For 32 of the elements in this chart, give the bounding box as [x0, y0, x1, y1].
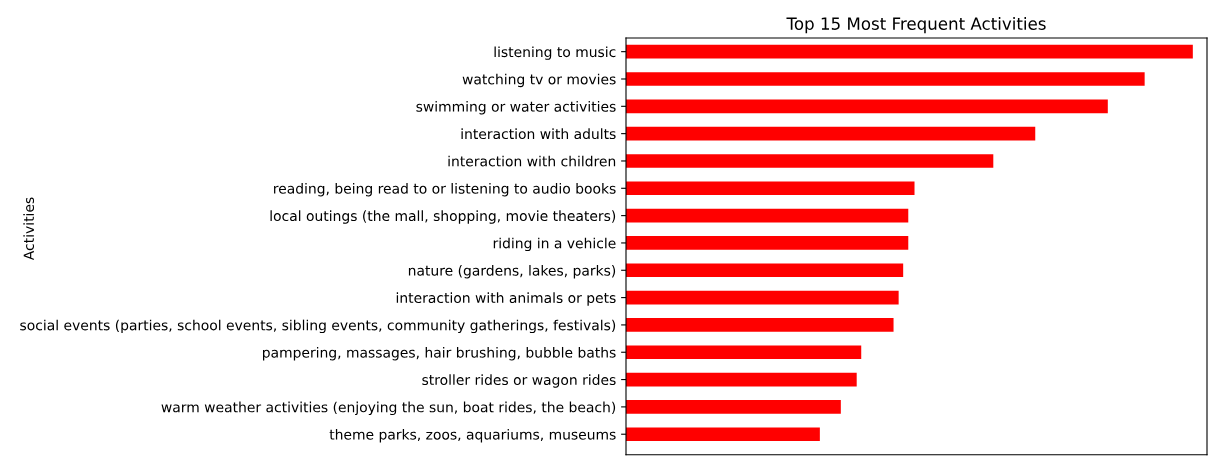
y-tick-label: nature (gardens, lakes, parks)	[408, 264, 616, 279]
bar	[626, 99, 1108, 114]
y-tick-label: social events (parties, school events, sibling events, community gatherings, festivals)	[20, 319, 616, 334]
bar	[626, 372, 857, 387]
y-tick-label: listening to music	[494, 46, 616, 60]
y-tick-label: local outings (the mall, shopping, movie theaters)	[270, 210, 616, 224]
bar	[626, 290, 899, 305]
chart-title: Top 15 Most Frequent Activities	[786, 17, 1046, 34]
bar	[626, 44, 1193, 59]
y-tick-label: interaction with children	[448, 155, 616, 167]
bar	[626, 263, 904, 278]
bar	[626, 181, 915, 196]
y-tick-label: watching tv or movies	[462, 73, 616, 88]
y-tick-label: pampering, massages, hair brushing, bubble baths	[263, 346, 616, 361]
y-tick-label: warm weather activities (enjoying the sun, boat rides, the beach)	[161, 401, 616, 416]
y-tick-label: interaction with animals or pets	[396, 292, 616, 306]
bar	[626, 318, 894, 332]
y-tick-label: interaction with adults	[461, 128, 616, 140]
y-tick-label: stroller rides or wagon rides	[422, 374, 616, 388]
bar	[626, 208, 909, 223]
bar	[626, 72, 1145, 86]
bar	[626, 126, 1036, 141]
y-tick-label: swimming or water activities	[416, 101, 616, 115]
y-tick-label: reading, being read to or listening to audio books	[274, 183, 616, 197]
bar	[626, 400, 841, 414]
y-axis-title: Activities	[23, 197, 35, 261]
bar	[626, 236, 909, 250]
bar	[626, 427, 820, 442]
y-tick-label: riding in a vehicle	[493, 237, 616, 252]
y-tick-label: theme parks, zoos, aquariums, museums	[329, 428, 616, 443]
bar	[626, 345, 862, 360]
bar	[626, 154, 994, 168]
